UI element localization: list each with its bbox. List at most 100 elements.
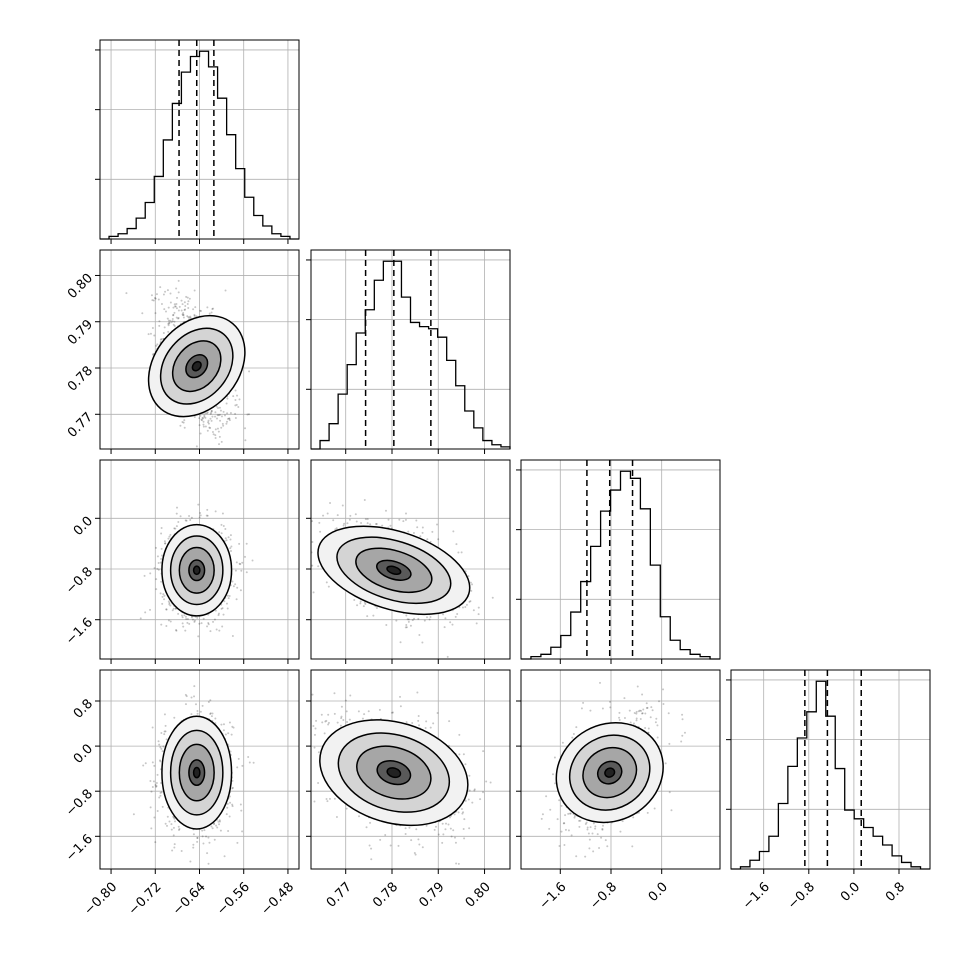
scatter-point [312,591,315,594]
scatter-point [318,521,321,524]
scatter-point [143,574,146,577]
scatter-point [344,699,347,702]
scatter-point [144,611,147,614]
scatter-point [167,306,170,309]
scatter-point [222,525,225,528]
scatter-point [192,308,195,311]
scatter-point [200,418,203,421]
contour-line [188,559,206,582]
scatter-point [190,696,193,699]
scatter-point [248,370,251,373]
scatter-point [321,721,324,724]
scatter-point [196,836,199,839]
scatter-point [226,594,229,597]
scatter-point [175,628,178,631]
scatter-point [160,527,163,530]
scatter-point [166,289,169,292]
scatter-point [211,307,214,310]
scatter-point [381,524,384,527]
scatter-point [207,700,210,703]
scatter-point [227,597,230,600]
scatter-point [209,426,212,429]
scatter-point [183,301,186,304]
scatter-point [164,724,167,727]
scatter-point [464,763,467,766]
scatter-point [462,753,465,756]
scatter-point [154,783,157,786]
scatter-point [212,620,215,623]
scatter-point [234,412,237,415]
scatter-point [340,715,343,718]
scatter-point [204,416,207,419]
scatter-point [151,726,154,729]
scatter-point [221,422,224,425]
scatter-point [421,531,424,534]
scatter-point [398,518,401,521]
scatter-point [451,623,454,626]
scatter-panel [99,669,300,870]
scatter-point [215,417,218,420]
scatter-point [157,740,160,743]
scatter-point [149,332,152,335]
scatter-point [444,617,447,620]
scatter-point [230,545,233,548]
scatter-point [214,717,217,720]
scatter-point [185,519,188,522]
scatter-point [176,296,179,299]
contour-line [159,327,234,405]
scatter-point [204,412,207,415]
scatter-point [226,806,229,809]
scatter-point [217,614,220,617]
scatter-point [360,522,363,525]
panel-contents [296,460,510,659]
scatter-point [220,532,223,535]
scatter-point [219,473,221,475]
scatter-point [214,411,217,414]
scatter-point [154,312,157,315]
scatter-point [203,829,206,832]
scatter-point [206,306,209,309]
scatter-point [397,844,400,847]
scatter-point [311,693,314,696]
scatter-point [313,800,316,803]
scatter-point [164,730,167,733]
scatter-point [149,806,152,809]
contour-line [336,536,452,605]
panel-frame [310,459,511,660]
scatter-point [226,412,229,415]
scatter-point [189,860,192,863]
scatter-point [184,615,187,618]
scatter-point [359,600,362,603]
scatter-point [161,595,164,598]
contour-line [192,766,201,779]
scatter-point [217,430,220,433]
scatter-point [206,852,209,855]
scatter-point [454,841,457,844]
scatter-point [356,604,359,607]
scatter-point [196,712,199,715]
scatter-point [177,316,180,319]
scatter-point [173,311,176,314]
scatter-point [214,609,217,612]
scatter-point [244,427,247,430]
scatter-point [160,791,163,794]
scatter-point [152,780,155,783]
scatter-point [207,422,210,425]
scatter-point [224,537,227,540]
scatter-point [156,343,159,346]
scatter-point [431,530,434,533]
scatter-point [181,616,184,619]
scatter-point [234,583,237,586]
scatter-point [332,519,335,522]
scatter-point [227,453,229,455]
scatter-point [296,514,298,516]
scatter-point [232,726,235,729]
scatter-point [171,318,174,321]
scatter-point [234,399,237,402]
scatter-point [193,620,196,623]
scatter-point [402,520,405,523]
scatter-point [125,292,128,295]
scatter-point [214,510,217,513]
scatter-point [182,311,185,314]
scatter-point [334,528,337,531]
